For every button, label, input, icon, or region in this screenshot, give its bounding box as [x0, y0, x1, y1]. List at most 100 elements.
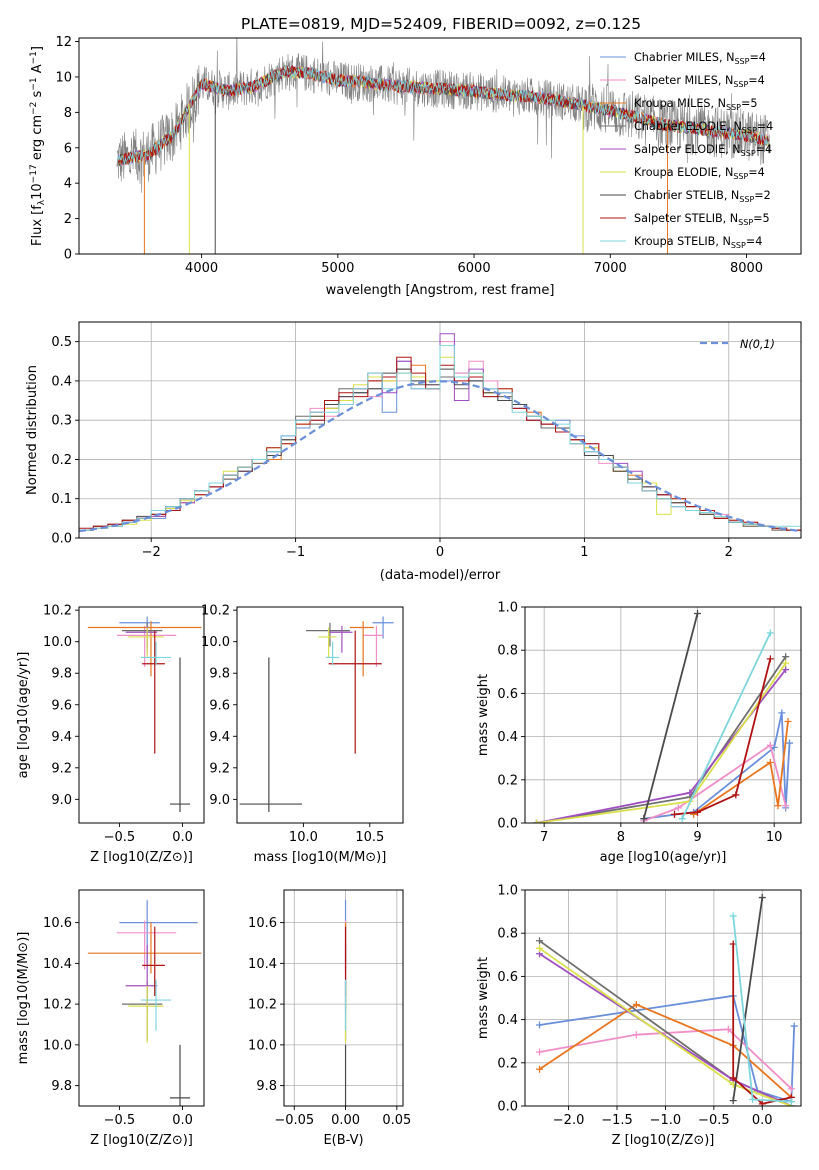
mass-weight-point	[671, 810, 678, 818]
x-tick-label: −1	[286, 545, 305, 560]
y-tick-label: 0	[64, 248, 72, 263]
mass-weight-point	[674, 804, 682, 812]
data-spectrum-line	[116, 38, 770, 193]
y-label-part: s	[30, 90, 45, 101]
legend-subscript: SSP	[726, 103, 741, 112]
mass-weight-point	[729, 1097, 737, 1105]
y-tick-label: 9.0	[209, 793, 230, 808]
legend-nssp-value: =4	[748, 74, 765, 87]
y-tick-label: 0.0	[497, 817, 518, 832]
y-axis-label: mass weight	[476, 674, 491, 756]
mass-weight-point	[724, 1025, 732, 1033]
legend-label: Chabrier STELIB, NSSP=2	[634, 189, 771, 204]
x-axis-label: Z [log10(Z/Z⊙)]	[90, 850, 193, 865]
x-tick-label: 8000	[730, 261, 763, 276]
plot-area	[87, 900, 202, 1106]
x-axis-label: Z [log10(Z/Z⊙)]	[612, 1133, 715, 1148]
mass-weight-point	[536, 1048, 544, 1056]
x-tick-label: 2	[725, 545, 733, 560]
x-tick-label: 0.0	[752, 1113, 773, 1128]
normal-reference-curve	[79, 380, 799, 533]
mass-weight-point	[766, 655, 774, 663]
mass-weight-point	[766, 629, 774, 637]
x-axis-label: wavelength [Angstrom, rest frame]	[326, 283, 555, 298]
mass-weight-point	[536, 1065, 544, 1073]
mass-weight-point	[640, 815, 648, 823]
legend-label: Kroupa ELODIE, NSSP=4	[634, 166, 765, 181]
y-tick-label: 9.6	[51, 698, 72, 713]
x-tick-label: −0.5	[104, 830, 136, 845]
y-tick-label: 9.8	[209, 667, 230, 682]
legend-label: Chabrier MILES, NSSP=4	[634, 51, 766, 66]
x-tick-label: 0.00	[331, 1113, 360, 1128]
y-tick-label: 10.2	[248, 998, 277, 1013]
x-tick-label: 1	[580, 545, 588, 560]
legend-label: Salpeter MILES, NSSP=4	[634, 74, 765, 89]
y-tick-label: 10.0	[248, 1038, 277, 1053]
y-tick-label: 9.4	[51, 730, 72, 745]
x-tick-label: 0.0	[172, 830, 193, 845]
mass-weight-point	[632, 1031, 640, 1039]
x-tick-label: 4000	[185, 261, 218, 276]
y-axis-label: mass [log10(M/M⊙)]	[16, 932, 31, 1065]
residual-histogram	[79, 345, 801, 538]
y-tick-label: 0.4	[497, 730, 518, 745]
legend-label: N(0,1)	[740, 338, 775, 351]
legend-nssp-value: =4	[757, 120, 774, 133]
x-tick-label: 7000	[594, 261, 627, 276]
x-axis-label: E(B-V)	[323, 1133, 363, 1148]
mass-weight-line	[643, 743, 787, 822]
legend-nssp-value: =5	[753, 212, 770, 225]
y-tick-label: 1.0	[497, 884, 518, 899]
mass-weight-point	[758, 1100, 766, 1106]
legend-label: Salpeter ELODIE, NSSP=4	[634, 143, 772, 158]
y-tick-label: 0.8	[497, 927, 518, 942]
x-tick-label: 7	[540, 830, 548, 845]
plot-area	[79, 333, 801, 538]
age-vs-mass-panel: 10.0 10.5 9.0 9.2 9.4 9.6 9.8 10.0 10.2 mass [log…	[201, 604, 404, 865]
y-label-part: ]	[30, 46, 45, 51]
y-label-part: −17	[29, 164, 39, 183]
y-tick-label: 9.2	[51, 761, 72, 776]
legend-subscript: SSP	[738, 218, 753, 227]
mass-weight-point	[686, 789, 694, 797]
y-tick-label: 9.4	[209, 730, 230, 745]
y-tick-label: 9.0	[51, 793, 72, 808]
legend-nssp-value: =5	[741, 97, 758, 110]
mass-weight-point	[536, 937, 544, 945]
y-label-part: −2	[29, 102, 39, 115]
x-axis-label: (data-model)/error	[380, 568, 501, 583]
mass-weight-point	[729, 1074, 737, 1082]
mass-weight-point	[782, 653, 790, 661]
mass-vs-ebv-panel: −0.05 0.00 0.05 9.8 10.0 10.2 10.4 10.6 E(B-V)	[248, 889, 411, 1148]
y-tick-label: 10.2	[201, 604, 230, 619]
y-tick-label: 10.0	[201, 635, 230, 650]
y-tick-label: 0.2	[51, 453, 72, 468]
mass-weight-point	[790, 1022, 798, 1030]
legend-subscript: SSP	[734, 57, 749, 66]
plot-area	[536, 894, 798, 1106]
mass-weight-point	[782, 802, 790, 810]
legend-nssp-value: =4	[748, 166, 765, 179]
axes-frame	[78, 37, 802, 255]
x-tick-label: −2	[142, 545, 161, 560]
y-tick-label: 6	[64, 141, 72, 156]
y-tick-label: 0.4	[51, 374, 72, 389]
y-tick-label: 2	[64, 212, 72, 227]
residual-panel: −2 −1 0 1 2 0.0 0.1 0.2 0.3 0.4 0.5 (data-model)/er…	[25, 321, 802, 583]
legend-subscript: SSP	[731, 241, 746, 250]
x-tick-label: −2.0	[553, 1113, 585, 1128]
mass-weight-point	[536, 944, 544, 952]
y-tick-label: 10.4	[248, 957, 277, 972]
legend-nssp-value: =4	[756, 143, 773, 156]
y-tick-label: 0.6	[497, 687, 518, 702]
mass-weight-point	[770, 743, 778, 751]
mass-weight-point	[766, 759, 774, 767]
mass-weight-point	[782, 659, 790, 667]
mass-weight-line	[539, 1028, 792, 1090]
y-tick-label: 10.2	[43, 604, 72, 619]
x-tick-label: −0.05	[274, 1113, 314, 1128]
mass-weight-point	[782, 666, 790, 674]
mass-weight-point	[784, 717, 792, 725]
